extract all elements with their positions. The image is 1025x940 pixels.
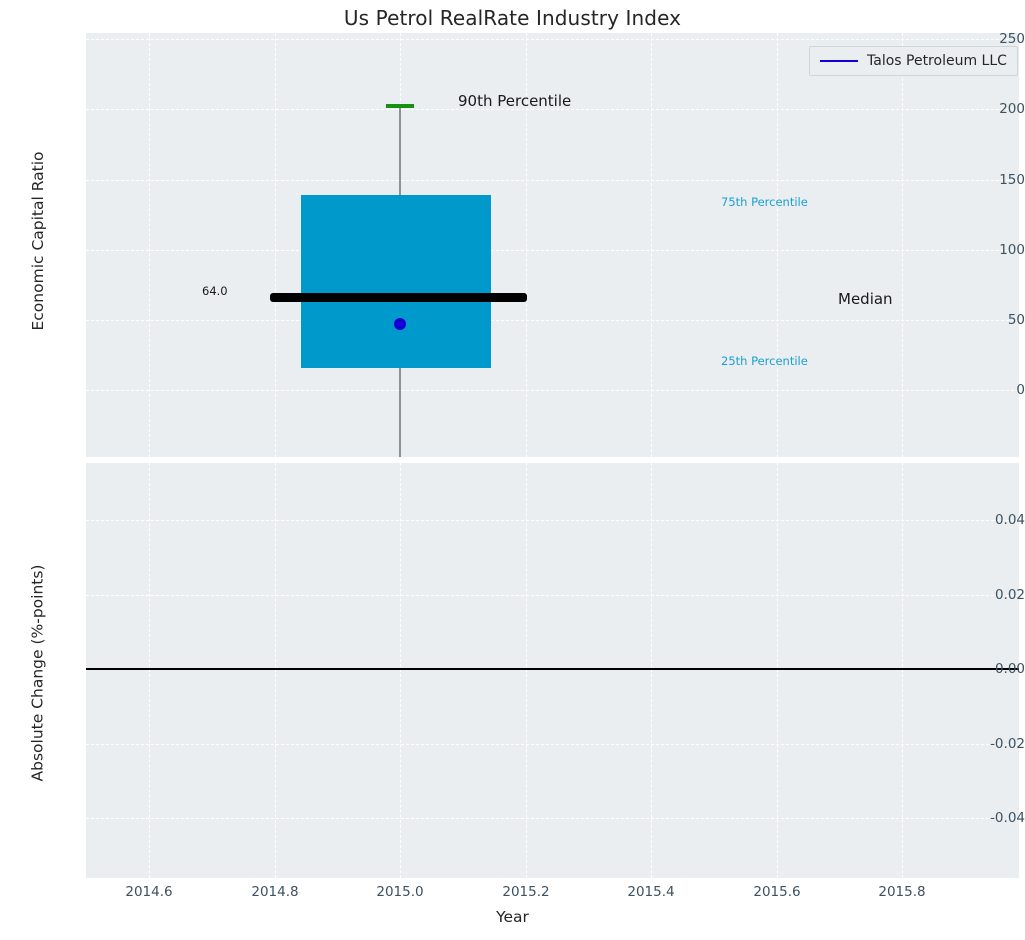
ytick-upper-200: 200	[999, 101, 1025, 117]
legend-line-swatch	[820, 60, 858, 62]
annotation-median: Median	[838, 290, 893, 308]
xtick-2015.0: 2015.0	[376, 884, 424, 900]
gridline-x-2015.0-lower	[400, 463, 401, 878]
gridline-x-2014.6-lower	[149, 463, 150, 878]
ytick-lower-0.00: 0.00	[994, 661, 1025, 677]
xtick-2014.8: 2014.8	[251, 884, 299, 900]
ytick-upper-0: 0	[1016, 382, 1025, 398]
axis-label-x: Year	[496, 908, 529, 926]
xtick-2015.2: 2015.2	[502, 884, 550, 900]
gridline-x-2015.6	[777, 33, 778, 457]
gridline-y-150	[86, 180, 1019, 181]
gridline-x-2015.4-lower	[651, 463, 652, 878]
xtick-2015.6: 2015.6	[753, 884, 801, 900]
gridline-x-2014.6	[149, 33, 150, 457]
company-data-point[interactable]	[394, 318, 406, 330]
ytick-lower--0.04: -0.04	[990, 810, 1025, 826]
gridline-x-2015.6-lower	[777, 463, 778, 878]
median-line	[270, 293, 527, 302]
gridline-x-2015.8-lower	[902, 463, 903, 878]
annotation-75th-percentile: 75th Percentile	[721, 195, 808, 209]
ytick-upper-150: 150	[999, 172, 1025, 188]
gridline-y-0	[86, 390, 1019, 391]
gridline-x-2015.4	[651, 33, 652, 457]
annotation-median-value: 64.0	[202, 284, 228, 298]
legend-item-label: Talos Petroleum LLC	[867, 53, 1007, 69]
xtick-2015.8: 2015.8	[878, 884, 926, 900]
gridline-x-2015.2-lower	[526, 463, 527, 878]
xtick-2015.4: 2015.4	[627, 884, 675, 900]
page-title: Us Petrol RealRate Industry Index	[343, 6, 682, 30]
ytick-upper-50: 50	[1007, 312, 1025, 328]
ytick-upper-250: 250	[999, 31, 1025, 47]
upper-plot-panel: 90th Percentile 75th Percentile Median 2…	[86, 33, 1019, 457]
gridline-y--0.02	[86, 744, 1019, 745]
xtick-2014.6: 2014.6	[125, 884, 173, 900]
legend[interactable]: Talos Petroleum LLC	[809, 46, 1018, 76]
whisker-cap-90th	[386, 104, 414, 108]
ytick-upper-100: 100	[999, 242, 1025, 258]
gridline-y-0.02	[86, 595, 1019, 596]
ytick-lower--0.02: -0.02	[990, 736, 1025, 752]
lower-plot-panel	[86, 463, 1019, 878]
zero-reference-line	[86, 668, 1019, 670]
gridline-x-2014.8-lower	[275, 463, 276, 878]
gridline-y-50	[86, 320, 1019, 321]
gridline-y-250	[86, 39, 1019, 40]
gridline-y-200	[86, 109, 1019, 110]
axis-label-y-lower: Absolute Change (%-points)	[28, 564, 47, 782]
annotation-90th-percentile: 90th Percentile	[458, 92, 572, 110]
gridline-y-100	[86, 250, 1019, 251]
gridline-x-2015.2	[526, 33, 527, 457]
iqr-box	[301, 195, 491, 368]
annotation-25th-percentile: 25th Percentile	[721, 354, 808, 368]
gridline-y-0.04	[86, 520, 1019, 521]
axis-label-y-upper: Economic Capital Ratio	[29, 151, 47, 331]
ytick-lower-0.04: 0.04	[994, 512, 1025, 528]
gridline-x-2015.8	[902, 33, 903, 457]
gridline-x-2014.8	[275, 33, 276, 457]
ytick-lower-0.02: 0.02	[994, 587, 1025, 603]
gridline-y--0.04	[86, 818, 1019, 819]
